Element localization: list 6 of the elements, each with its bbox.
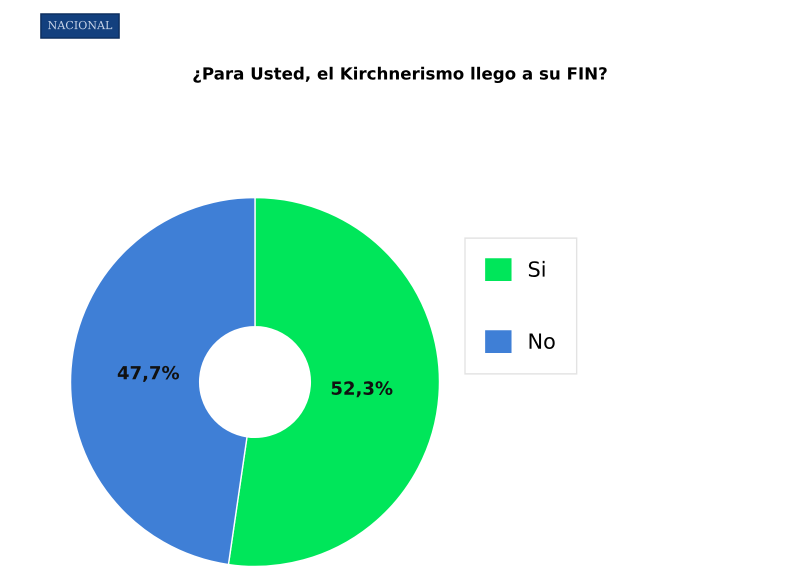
data-label: 47,7%	[118, 366, 180, 382]
data-label: 52,3%	[332, 381, 392, 398]
text: NACIONAL	[48, 20, 112, 30]
legend-label: Si	[528, 260, 545, 277]
chart-title: ¿Para Usted, el Kirchnerismo llego a su FIN?	[193, 66, 607, 84]
legend-label: No	[530, 334, 555, 350]
